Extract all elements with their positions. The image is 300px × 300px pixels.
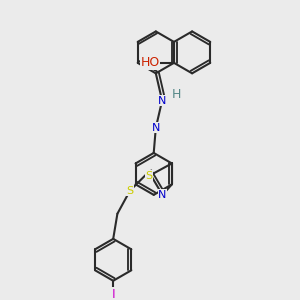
Text: H: H — [172, 88, 182, 101]
Text: HO: HO — [140, 56, 160, 69]
Text: N: N — [158, 190, 166, 200]
Text: S: S — [126, 186, 134, 196]
Text: N: N — [152, 123, 160, 133]
Text: S: S — [145, 171, 152, 181]
Text: N: N — [158, 96, 166, 106]
Text: I: I — [111, 288, 115, 300]
